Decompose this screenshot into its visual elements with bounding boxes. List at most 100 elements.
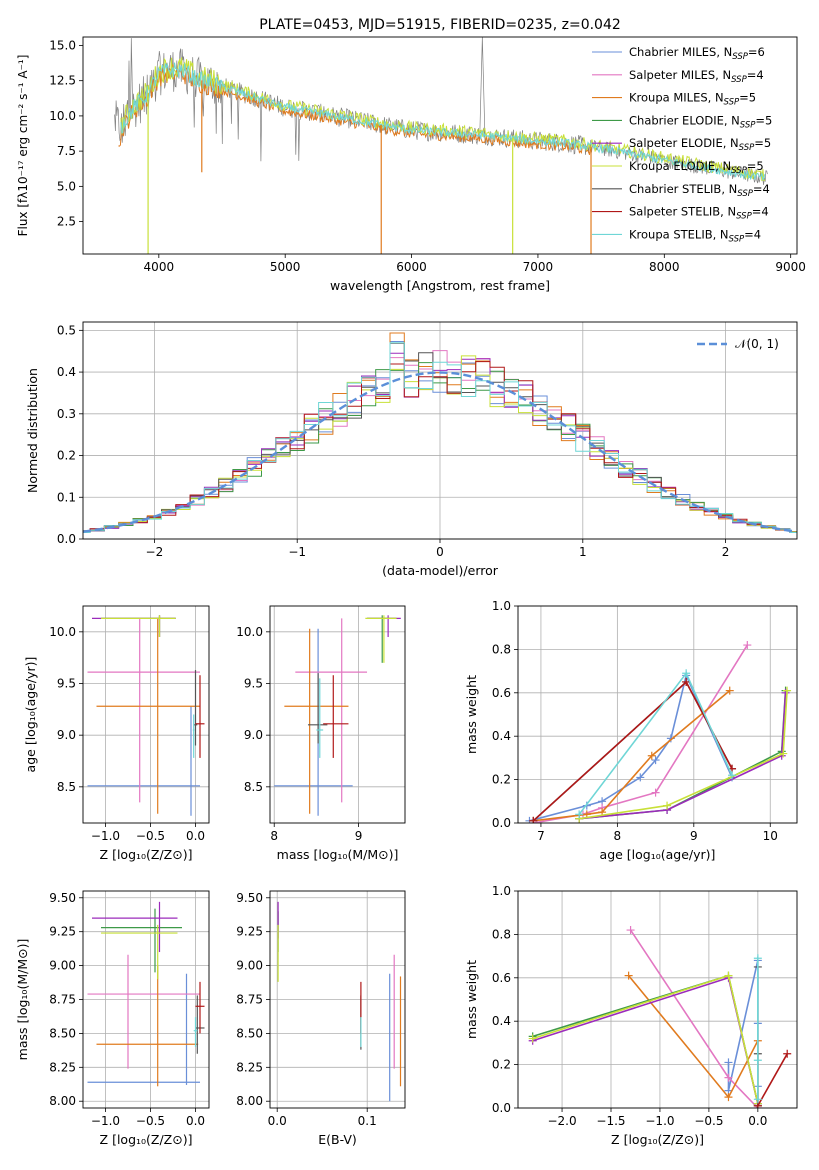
data-point-marker (783, 1049, 792, 1058)
data-point-marker (781, 688, 790, 697)
series-lines (528, 926, 792, 1108)
x-axis-label: (data-model)/error (382, 563, 499, 578)
y-tick-label: 0.3 (57, 407, 76, 421)
x-tick-label: −1.0 (91, 829, 120, 843)
x-tick-label: 8000 (649, 260, 680, 274)
grid (270, 606, 405, 823)
y-tick-label: 8.00 (236, 1094, 263, 1108)
data-point-marker (753, 954, 762, 963)
x-tick-label: 0.0 (186, 1114, 205, 1128)
x-tick-label: −1 (288, 545, 306, 559)
y-tick-label: 9.0 (244, 728, 263, 742)
y-tick-label: 0.2 (57, 449, 76, 463)
x-tick-label: 0.0 (268, 1114, 287, 1128)
observed-emission-spike (479, 37, 486, 135)
errorbar-point (193, 1017, 198, 1047)
y-tick-label: 1.0 (492, 599, 511, 613)
grid (83, 606, 209, 823)
errorbar-point (284, 628, 349, 814)
y-tick-label: 1.0 (492, 884, 511, 898)
x-tick-label: −1.0 (91, 1114, 120, 1128)
series-salpeter-stelib (532, 680, 733, 822)
data-point-marker (647, 751, 656, 760)
y-tick-label: 15.0 (49, 38, 76, 52)
data-point-marker (753, 1095, 762, 1104)
data-point-marker (528, 1034, 537, 1043)
y-tick-label: 10.0 (49, 109, 76, 123)
spectrum-lines (114, 37, 768, 254)
y-tick-label: 0.0 (492, 816, 511, 830)
x-tick-label: 0 (436, 545, 444, 559)
data-point-marker (626, 926, 635, 935)
model-spectrum-kroupa-stelib (120, 62, 766, 181)
x-tick-label: −2 (146, 545, 164, 559)
x-tick-label: −1.5 (596, 1114, 625, 1128)
y-tick-label: 8.25 (49, 1060, 76, 1074)
data-point-marker (651, 788, 660, 797)
spectrum-panel: 4000 5000 6000 7000 8000 9000 2.5 5.0 7.5 10.0 12.… (16, 17, 806, 293)
data-point-marker (724, 1073, 733, 1082)
x-tick-label: 0.0 (748, 1114, 767, 1128)
legend-entry: Salpeter MILES, NSSP=4 (629, 68, 764, 85)
data-point-marker (624, 971, 633, 980)
y-tick-label: 8.50 (236, 1026, 263, 1040)
errorbar-point (192, 714, 195, 758)
grid (270, 891, 405, 1108)
x-tick-label: 2 (722, 545, 730, 559)
y-tick-label: 0.4 (492, 729, 511, 743)
errorbar-point (274, 628, 353, 816)
x-tick-label: −2.0 (547, 1114, 576, 1128)
x-axis-label: E(B-V) (318, 1132, 357, 1147)
x-tick-label: 9000 (775, 260, 806, 274)
data-point-marker (575, 810, 584, 819)
y-tick-label: 9.50 (236, 891, 263, 905)
y-tick-label: 9.25 (49, 925, 76, 939)
data-point-marker (783, 686, 792, 695)
x-tick-label: 0.1 (358, 1114, 377, 1128)
y-tick-label: 0.4 (492, 1014, 511, 1028)
data-point-marker (529, 816, 538, 823)
residual-histogram-panel: −2 −1 0 1 2 0.0 0.1 0.2 0.3 0.4 0.5 𝒩(0, 1) (data-mo… (25, 321, 798, 578)
y-axis-label: Flux [fλ10⁻¹⁷ erg cm⁻² s⁻¹ A⁻¹] (16, 55, 30, 237)
y-tick-label: 0.0 (492, 1101, 511, 1115)
errorbar-point (101, 908, 182, 973)
data-point-marker (651, 756, 660, 765)
y-tick-label: 0.6 (492, 686, 511, 700)
y-tick-label: 8.5 (244, 780, 263, 794)
errorbars (277, 901, 402, 1102)
y-tick-label: 8.75 (49, 993, 76, 1007)
x-tick-label: 10 (763, 829, 778, 843)
errorbar-point (87, 618, 200, 803)
grid (518, 890, 797, 1109)
axes-frame (269, 605, 406, 824)
series-lines (525, 641, 792, 823)
y-tick-label: 0.8 (492, 927, 511, 941)
errorbar-point (87, 706, 200, 816)
x-tick-label: −0.5 (136, 1114, 165, 1128)
x-tick-label: −1.0 (645, 1114, 674, 1128)
errorbars (87, 901, 205, 1087)
y-axis-label: mass [log₁₀(M/M⊙)] (15, 939, 30, 1061)
x-tick-label: −0.5 (136, 829, 165, 843)
x-tick-label: 5000 (270, 260, 301, 274)
x-tick-label: 1 (579, 545, 587, 559)
series-salpeter-elodie (579, 692, 787, 820)
x-axis-label: Z [log₁₀(Z/Z⊙)] (611, 1132, 704, 1147)
errorbars (274, 615, 401, 816)
x-axis-label: wavelength [Angstrom, rest frame] (330, 278, 550, 293)
axes-frame (269, 890, 406, 1109)
legend-entry: Kroupa MILES, NSSP=5 (629, 91, 756, 108)
y-tick-label: 9.5 (244, 677, 263, 691)
x-tick-label: 9 (355, 829, 363, 843)
y-tick-label: 0.6 (492, 971, 511, 985)
y-tick-label: 9.0 (57, 728, 76, 742)
y-tick-label: 9.00 (49, 959, 76, 973)
histograms (83, 332, 797, 533)
x-tick-label: 8 (270, 829, 278, 843)
x-axis-label: age [log₁₀(age/yr)] (600, 847, 716, 862)
x-tick-label: 7000 (523, 260, 554, 274)
y-tick-label: 5.0 (57, 179, 76, 193)
errorbar-point (316, 678, 324, 758)
y-tick-label: 0.2 (492, 1058, 511, 1072)
errorbar-point (92, 901, 178, 953)
